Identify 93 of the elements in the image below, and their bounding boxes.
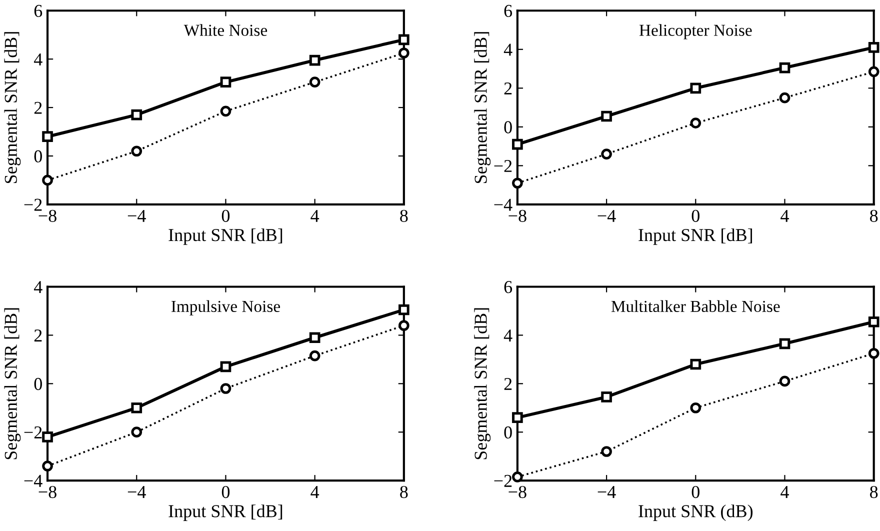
point: [868, 348, 880, 359]
y-tick-label: 2: [34, 102, 42, 114]
y-tick-label: 0: [34, 378, 42, 390]
y-tick-label: −4: [24, 474, 42, 487]
y-tick-label: 6: [504, 4, 512, 18]
point: [690, 82, 702, 94]
point: [779, 62, 790, 74]
point: [131, 146, 142, 157]
x-tick-label: 8: [400, 486, 408, 498]
point: [601, 392, 612, 402]
point: [868, 66, 880, 78]
point: [512, 472, 523, 482]
x-axis-title: Input SNR (dB): [638, 504, 753, 521]
y-tick-label: 0: [504, 121, 512, 134]
point: [220, 76, 232, 88]
x-tick-label: −8: [508, 486, 526, 498]
point: [42, 174, 53, 186]
point: [309, 332, 320, 344]
point: [398, 48, 410, 58]
point: [690, 402, 702, 414]
text: Multitalker Babble Noise: [611, 300, 780, 312]
x-tick-label: −4: [598, 210, 616, 222]
y-tick-label: 4: [504, 330, 512, 342]
point: [512, 138, 523, 150]
point: [868, 42, 880, 53]
point: [512, 178, 523, 189]
x-tick-label: −4: [128, 210, 146, 222]
point: [220, 383, 232, 394]
y-tick-label: 2: [34, 330, 42, 342]
y-tick-label: 4: [34, 53, 42, 66]
text: White Noise: [184, 24, 268, 36]
point: [601, 148, 612, 160]
x-tick-label: −4: [598, 486, 616, 498]
y-axis-title: Segmental SNR [dB]: [474, 32, 491, 184]
y-axis-title: Segmental SNR [dB]: [4, 308, 21, 460]
x-tick-label: −8: [508, 210, 526, 222]
y-tick-label: −2: [494, 160, 512, 172]
point: [42, 460, 53, 472]
y-tick-label: 6: [504, 281, 512, 294]
point: [309, 76, 320, 88]
point: [220, 361, 232, 372]
y-tick-label: −2: [24, 198, 42, 211]
point: [512, 412, 523, 423]
point: [868, 316, 880, 328]
point: [398, 320, 410, 331]
y-tick-label: −2: [494, 474, 512, 487]
y-axis-title: Segmental SNR [dB]: [4, 32, 21, 184]
point: [690, 118, 702, 128]
point: [42, 131, 53, 142]
x-axis-title: Input SNR [dB]: [168, 504, 282, 521]
point: [601, 110, 612, 122]
x-tick-label: 4: [310, 486, 320, 498]
text: Helicopter Noise: [639, 24, 752, 40]
x-tick-label: 4: [310, 210, 320, 222]
point: [398, 34, 410, 46]
point: [779, 338, 790, 350]
point: [131, 109, 142, 120]
point: [601, 446, 612, 457]
x-tick-label: 0: [222, 486, 230, 498]
y-tick-label: 4: [504, 44, 512, 56]
x-tick-label: 0: [222, 210, 230, 222]
y-tick-label: 2: [504, 378, 512, 390]
point: [220, 106, 232, 117]
text: Impulsive Noise: [171, 300, 280, 316]
point: [131, 402, 142, 414]
y-tick-label: 6: [34, 4, 42, 18]
x-tick-label: −8: [38, 210, 56, 222]
y-tick-label: −2: [24, 426, 42, 438]
point: [779, 376, 790, 387]
y-tick-label: 2: [504, 82, 512, 94]
x-axis-title: Input SNR [dB]: [638, 228, 752, 245]
x-tick-label: 8: [870, 210, 878, 222]
x-tick-label: 4: [780, 210, 789, 222]
point: [398, 304, 410, 316]
y-tick-label: 0: [504, 426, 512, 439]
y-tick-label: −4: [494, 198, 512, 211]
point: [779, 92, 790, 104]
x-tick-label: 0: [692, 210, 700, 222]
point: [42, 432, 53, 442]
x-tick-label: 4: [780, 486, 789, 498]
x-tick-label: −4: [128, 486, 146, 498]
x-tick-label: 8: [400, 210, 408, 222]
x-axis-title: Input SNR [dB]: [168, 228, 282, 245]
y-tick-label: 4: [34, 281, 42, 294]
point: [309, 350, 320, 362]
point: [690, 358, 702, 370]
x-tick-label: 8: [870, 486, 878, 498]
x-tick-label: 0: [692, 486, 700, 498]
point: [131, 426, 142, 438]
y-axis-title: Segmental SNR [dB]: [474, 308, 491, 460]
x-tick-label: −8: [38, 486, 56, 498]
y-tick-label: 0: [34, 150, 42, 162]
point: [309, 54, 320, 66]
